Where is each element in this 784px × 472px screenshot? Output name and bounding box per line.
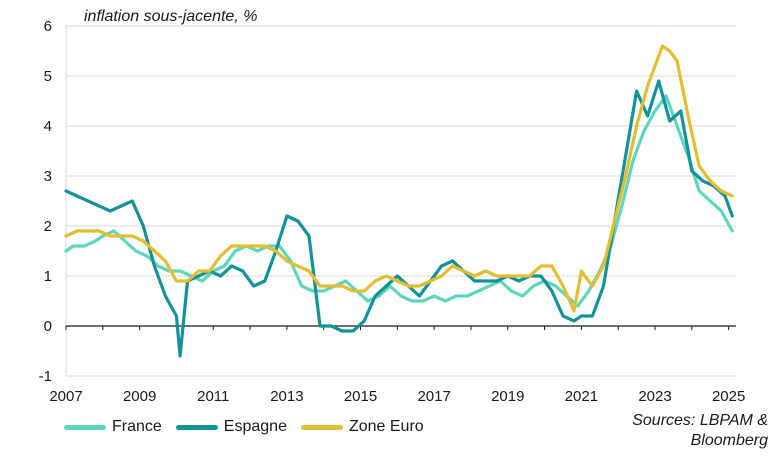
x-tick-label: 2015 (344, 388, 377, 405)
x-tick-label: 2013 (270, 388, 303, 405)
x-tick-label: 2021 (565, 388, 598, 405)
y-tick-label: 1 (44, 268, 52, 285)
x-tick-label: 2019 (491, 388, 524, 405)
legend-swatch-zone-euro (300, 424, 343, 430)
x-tick-label: 2017 (417, 388, 450, 405)
legend-item-zone-euro: Zone Euro (300, 418, 424, 436)
y-tick-label: 4 (44, 118, 52, 135)
x-tick-label: 2025 (712, 388, 745, 405)
x-tick-label: 2009 (123, 388, 156, 405)
y-tick-label: 0 (44, 318, 52, 335)
legend: France Espagne Zone Euro (64, 418, 438, 436)
series-line-zone-euro (64, 44, 734, 313)
x-tick-label: 2011 (197, 388, 229, 405)
legend-label-zone-euro: Zone Euro (348, 418, 424, 435)
y-tick-label: -1 (39, 368, 52, 385)
x-tick-label: 2007 (49, 388, 82, 405)
x-tick-label: 2023 (638, 388, 671, 405)
y-tick-label: 6 (44, 18, 52, 35)
series-line-espagne (64, 79, 734, 358)
legend-swatch-france (64, 424, 106, 430)
y-tick-label: 3 (44, 168, 52, 185)
legend-swatch-espagne (175, 424, 218, 430)
sources-line-1: Sources: LBPAM & (632, 412, 768, 429)
y-tick-label: 2 (44, 218, 52, 235)
legend-item-espagne: Espagne (175, 418, 287, 436)
y-tick-label: 5 (44, 68, 52, 85)
y-axis-title: inflation sous-jacente, % (84, 8, 258, 25)
sources-line-2: Bloomberg (690, 432, 768, 449)
legend-label-france: France (112, 418, 162, 435)
legend-label-espagne: Espagne (223, 418, 287, 435)
legend-item-france: France (64, 418, 162, 436)
series-line-france (64, 94, 734, 308)
sources-note: Sources: LBPAM & Bloomberg (632, 411, 768, 451)
